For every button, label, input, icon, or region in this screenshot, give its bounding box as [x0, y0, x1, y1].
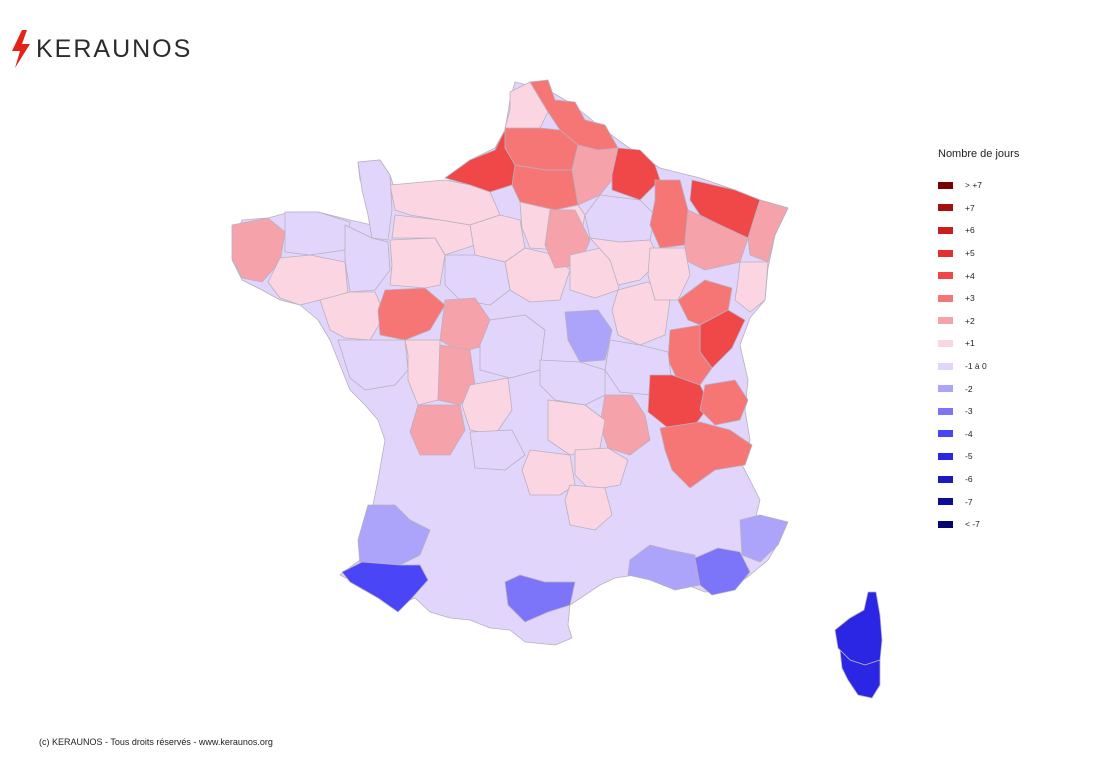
legend-label: +2: [965, 315, 975, 326]
legend-swatch: [938, 475, 953, 483]
legend-label: +7: [965, 202, 975, 213]
legend-swatch: [938, 498, 953, 506]
legend-item: +5: [938, 242, 1019, 265]
legend-label: -3: [965, 406, 973, 417]
legend-label: > +7: [965, 180, 983, 191]
legend-title: Nombre de jours: [938, 148, 1020, 160]
legend-swatch: [938, 317, 953, 325]
legend-swatch: [938, 452, 953, 460]
legend-label: -1 à 0: [965, 361, 987, 372]
legend-swatch: [938, 430, 953, 438]
dept-allier: [539, 359, 606, 406]
legend-item: -3: [938, 400, 1019, 423]
legend-item: -5: [938, 445, 1019, 468]
dept-vosges-haut-rhin: [734, 261, 769, 313]
dept-loire-atlantique: [319, 291, 386, 341]
legend-label: +4: [965, 270, 975, 281]
dept-savoie-isere: [659, 421, 753, 489]
legend-item: > +7: [938, 174, 1019, 197]
dept-landes: [357, 504, 431, 566]
legend-swatch: [938, 385, 953, 393]
legend-item: -1 à 0: [938, 355, 1019, 378]
dept-nievre: [564, 309, 613, 363]
dept-haute-loire: [574, 447, 629, 491]
legend-swatch: [938, 204, 953, 212]
brand-name: KERAUNOS: [36, 34, 193, 63]
legend-label: +3: [965, 293, 975, 304]
legend-label: -5: [965, 451, 973, 462]
legend-item: < -7: [938, 513, 1019, 536]
dept-var: [694, 547, 751, 596]
dept-manche: [357, 159, 393, 241]
legend-label: -2: [965, 383, 973, 394]
legend-label: -4: [965, 428, 973, 439]
legend-item: -6: [938, 468, 1019, 491]
dept-orne: [391, 214, 476, 256]
dept-puy-dome: [547, 399, 606, 456]
dept-cantal: [521, 449, 576, 496]
legend-swatch: [938, 272, 953, 280]
legend-swatch: [938, 249, 953, 257]
dept-lozere: [564, 484, 613, 531]
legend-item: -7: [938, 490, 1019, 513]
dept-haute-savoie: [699, 379, 749, 426]
legend-item: +3: [938, 287, 1019, 310]
dept-meuse: [649, 179, 689, 249]
dept-correze: [469, 429, 526, 471]
dept-pyrenees-atlantiques: [341, 561, 429, 613]
legend-label: +5: [965, 248, 975, 259]
dept-meurthe: [684, 209, 749, 271]
legend-label: -7: [965, 496, 973, 507]
dept-nord: [529, 79, 619, 151]
dept-loir-cher: [444, 254, 511, 306]
dept-maine-loire: [377, 287, 446, 341]
dept-jura: [667, 324, 713, 386]
legend-swatch: [938, 226, 953, 234]
dept-haute-vienne: [409, 404, 466, 456]
legend-swatch: [938, 294, 953, 302]
legend-item: +6: [938, 219, 1019, 242]
legend-swatch: [938, 520, 953, 528]
legend-swatch: [938, 362, 953, 370]
dept-mayenne-sarthe: [389, 237, 446, 289]
dept-finistere: [231, 217, 286, 283]
legend-label: +1: [965, 338, 975, 349]
legend-item: -4: [938, 423, 1019, 446]
dept-aude: [504, 574, 576, 623]
legend-swatch: [938, 407, 953, 415]
brand-logo: KERAUNOS: [10, 30, 192, 68]
legend-swatch: [938, 181, 953, 189]
dept-corse-du-sud: [839, 648, 881, 699]
legend-item: -2: [938, 377, 1019, 400]
legend-swatch: [938, 339, 953, 347]
dept-vendee: [337, 339, 409, 391]
legend-item: +7: [938, 197, 1019, 220]
legend: Nombre de jours > +7 +7 +6 +5 +4 +3 +2 +1 -1 à 0…: [938, 148, 1019, 536]
legend-label: -6: [965, 474, 973, 485]
legend-items: > +7 +7 +6 +5 +4 +3 +2 +1 -1 à 0 -2 -3 -4 -5 -6 -7 < -7: [938, 174, 1019, 536]
legend-item: +1: [938, 332, 1019, 355]
dept-cher: [479, 314, 546, 379]
lightning-bolt-icon: [12, 30, 30, 68]
legend-item: +4: [938, 264, 1019, 287]
copyright-text: (c) KERAUNOS - Tous droits réservés - ww…: [39, 737, 273, 747]
dept-ille-vilaine: [344, 224, 391, 293]
dept-ardennes: [611, 147, 661, 201]
dept-ain: [647, 374, 711, 429]
dept-alpes-maritimes: [739, 514, 789, 563]
legend-item: +2: [938, 310, 1019, 333]
legend-label: < -7: [965, 519, 980, 530]
legend-label: +6: [965, 225, 975, 236]
